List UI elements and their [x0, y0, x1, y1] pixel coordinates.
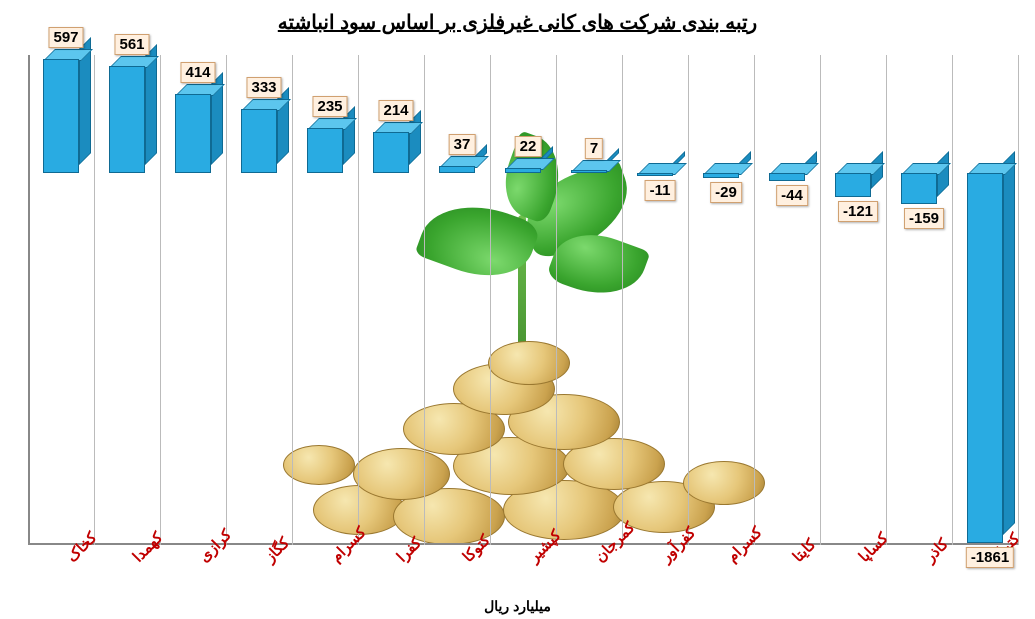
bar-front — [175, 94, 211, 173]
bar — [637, 173, 673, 176]
bar — [307, 128, 343, 173]
bar-front — [109, 66, 145, 173]
value-label: 214 — [378, 100, 413, 121]
bar-front — [43, 59, 79, 173]
bar — [703, 173, 739, 179]
category-label: كتوكا — [459, 531, 494, 566]
category-label: کرازی — [195, 526, 235, 566]
chart-container: رتبه بندی شرکت های کانی غیرفلزی بر اساس … — [0, 0, 1035, 619]
category-label: کایتا — [789, 535, 819, 565]
bar — [109, 66, 145, 173]
gridline — [754, 55, 755, 545]
bar-front — [571, 170, 607, 173]
category-label: كگاز — [261, 534, 293, 566]
gridline — [820, 55, 821, 545]
bar-front — [241, 109, 277, 172]
bar-side-face — [1003, 151, 1015, 535]
value-label: -44 — [776, 185, 808, 206]
value-label: -121 — [838, 201, 878, 222]
value-label: 37 — [449, 134, 476, 155]
bar-front — [373, 132, 409, 173]
value-label: 597 — [48, 27, 83, 48]
x-axis-label: میلیارد ریال — [0, 598, 1035, 615]
gridline — [1018, 55, 1019, 545]
category-label: کفرا — [393, 534, 425, 566]
plot-area: 597كخاک561کهمدا414کرازی333كگاز235کسرام21… — [28, 55, 1018, 545]
gridline — [490, 55, 491, 545]
bar-front — [967, 173, 1003, 543]
bar-front — [835, 173, 871, 197]
value-label: -11 — [645, 180, 676, 201]
bar — [373, 132, 409, 173]
value-label: 414 — [180, 62, 215, 83]
bar — [505, 168, 541, 172]
value-label: -29 — [710, 182, 742, 203]
bar — [439, 166, 475, 173]
bar-front — [901, 173, 937, 205]
value-label: 333 — [246, 77, 281, 98]
bar-front — [769, 173, 805, 182]
gridline — [886, 55, 887, 545]
bar — [175, 94, 211, 173]
gridline — [292, 55, 293, 545]
bar — [241, 109, 277, 172]
category-label: کپشير — [525, 526, 564, 565]
bar — [769, 173, 805, 182]
bar — [571, 170, 607, 173]
bar — [835, 173, 871, 197]
gridline — [358, 55, 359, 545]
value-label: 22 — [515, 136, 542, 157]
gridline — [952, 55, 953, 545]
bar-front — [307, 128, 343, 173]
gridline — [160, 55, 161, 545]
chart-title: رتبه بندی شرکت های کانی غیرفلزی بر اساس … — [0, 10, 1035, 35]
value-label: 561 — [114, 34, 149, 55]
gridline — [424, 55, 425, 545]
bar-front — [703, 173, 739, 179]
gridline — [556, 55, 557, 545]
value-label: 235 — [312, 96, 347, 117]
bar-front — [439, 166, 475, 173]
bar — [43, 59, 79, 173]
bar — [901, 173, 937, 205]
category-label: كاذر — [921, 535, 952, 566]
bar — [967, 173, 1003, 543]
y-axis — [28, 55, 30, 545]
value-label: 7 — [585, 138, 603, 159]
gridline — [688, 55, 689, 545]
gridline — [226, 55, 227, 545]
bar-front — [637, 173, 673, 176]
value-label: -1861 — [966, 547, 1014, 568]
bar-front — [505, 168, 541, 172]
gridline — [622, 55, 623, 545]
value-label: -159 — [904, 208, 944, 229]
gridline — [94, 55, 95, 545]
